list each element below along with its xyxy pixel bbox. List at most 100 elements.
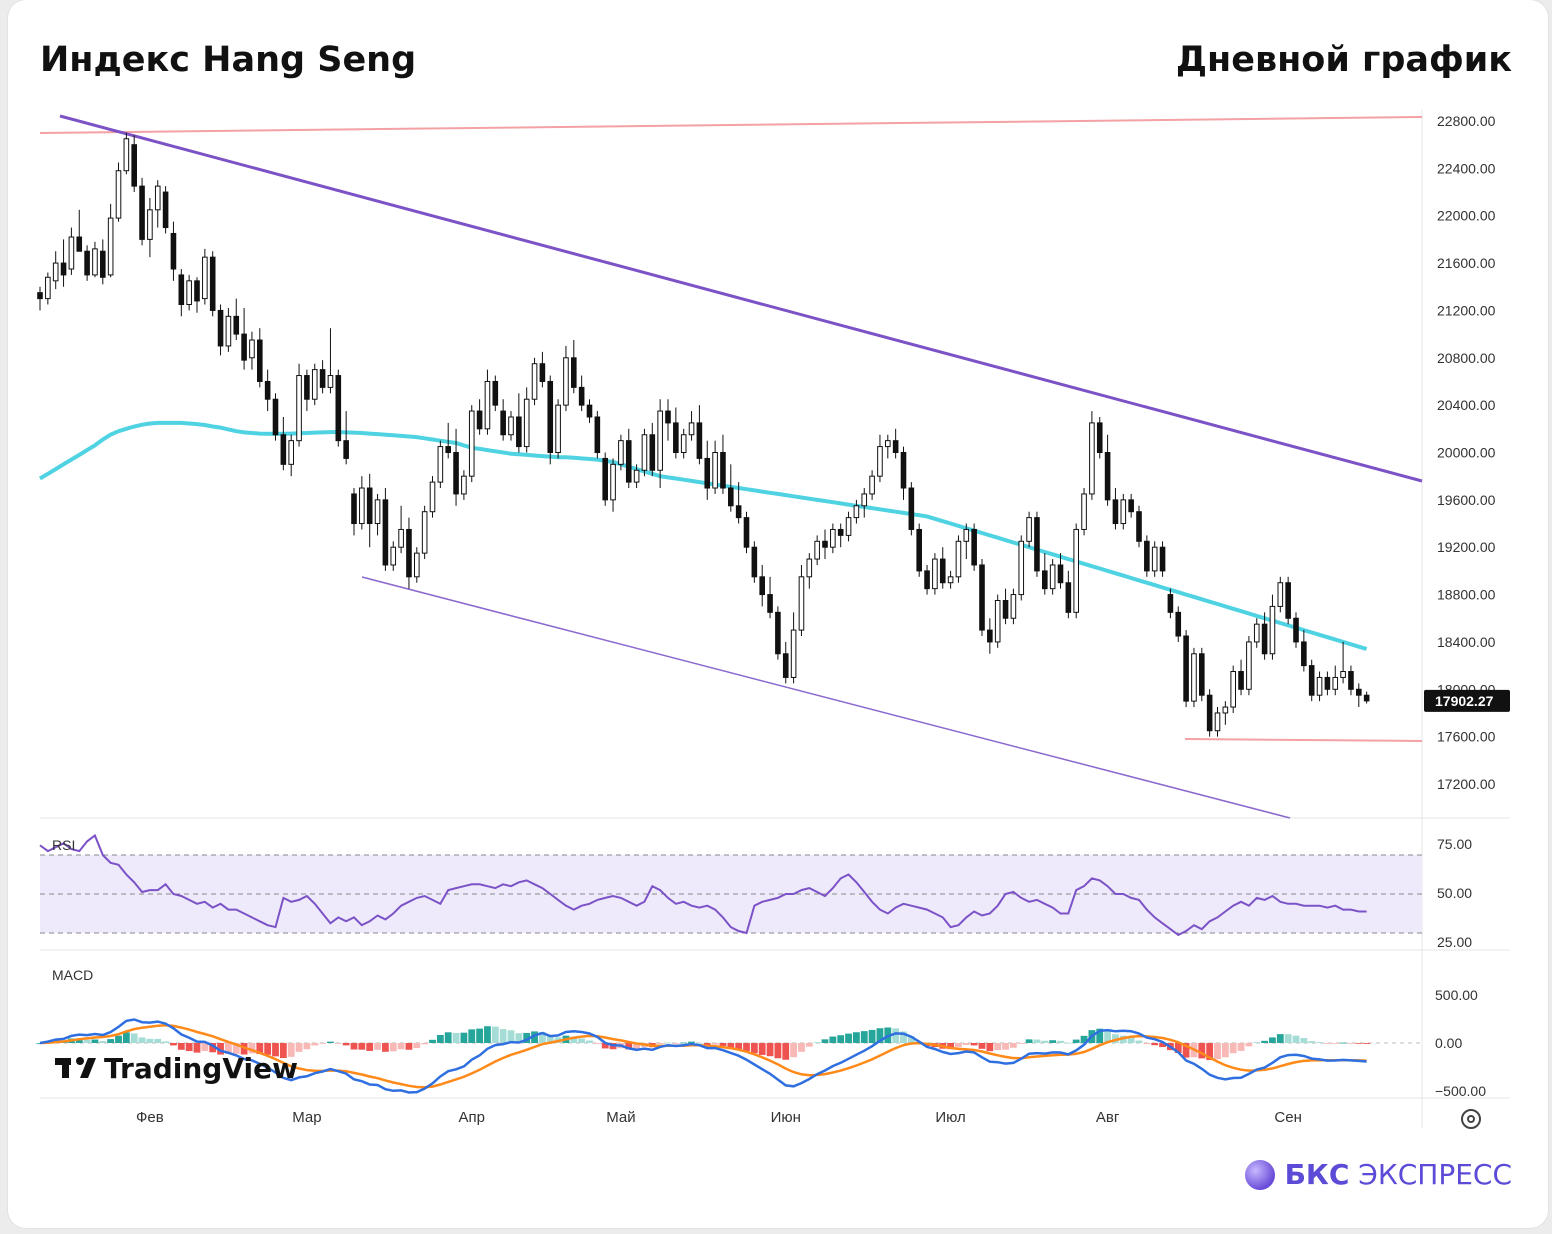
macd-histogram-bar [633,1043,640,1050]
macd-histogram-bar [1214,1043,1221,1060]
macd-histogram-bar [83,1039,91,1043]
macd-histogram-bar [358,1043,366,1050]
candle-body [1183,635,1189,702]
rsi-tick-label: 50.00 [1437,885,1472,901]
candle-body [939,558,946,584]
candle-body [131,144,137,187]
candle-body [877,446,883,477]
chart-title: Индекс Hang Seng [40,40,417,80]
candle-body [955,540,962,578]
last-price-label: 17902.27 [1435,693,1494,709]
candle-body [37,292,43,300]
macd-histogram-bar [570,1036,578,1043]
candle-body [84,250,90,276]
macd-histogram-bar [452,1032,460,1043]
macd-histogram-bar [201,1043,209,1051]
macd-histogram-bar [986,1043,994,1052]
macd-histogram-bar [256,1043,264,1055]
candle-body [1324,676,1331,690]
macd-histogram-bar [1041,1040,1049,1043]
candle-body [853,505,860,519]
candle-body [202,256,208,300]
macd-histogram-bar [1300,1038,1308,1043]
macd-pane [36,1018,1422,1094]
candle-body [743,517,750,548]
candle-body [578,386,585,406]
macd-histogram-bar [1159,1043,1166,1048]
macd-histogram-bar [1135,1040,1143,1043]
candle-body [272,398,279,436]
gear-icon[interactable] [1461,1109,1481,1129]
price-tick-label: 18400.00 [1437,634,1496,650]
month-tick-label: Мар [292,1109,321,1126]
candle-body [1301,641,1307,667]
candle-body [1049,564,1056,590]
candle-body [390,546,397,566]
candle-body [76,236,83,252]
candle-body [461,475,467,495]
candle-body [673,422,679,454]
candle-body [759,576,766,596]
macd-histogram-bar [750,1043,758,1054]
candle-body [1308,665,1315,696]
macd-histogram-bar [601,1043,609,1049]
candle-body [1002,599,1009,619]
macd-histogram-bar [91,1039,99,1043]
candle-body [688,422,695,436]
month-tick-label: Июн [771,1109,801,1126]
candle-body [249,339,255,359]
macd-histogram-bar [766,1043,774,1057]
macd-histogram-bar [130,1033,138,1043]
last-price-badge [1424,689,1510,712]
candle-body [735,505,742,519]
macd-histogram-bar [460,1032,468,1043]
candle-body [1042,570,1048,590]
macd-histogram-bar [1104,1030,1111,1043]
macd-histogram-bar [507,1030,515,1043]
candle-body [296,375,302,442]
macd-histogram-bar [405,1043,413,1050]
candle-body [1073,528,1080,613]
macd-histogram-bar [853,1032,860,1043]
candle-body [233,315,240,335]
tv-logo-stem [62,1058,69,1078]
candle-body [1363,694,1370,702]
candle-body [594,416,601,454]
candle-body [500,410,506,436]
macd-histogram-bar [719,1043,727,1047]
candle-body [571,357,577,388]
macd-histogram-bar [531,1031,538,1043]
candle-body [1112,499,1119,525]
macd-histogram-bar [1355,1043,1363,1044]
macd-histogram-bar [758,1043,766,1055]
macd-histogram-bar [805,1043,813,1047]
candle-body [845,517,852,536]
macd-histogram-bar [327,1041,334,1043]
candle-body [728,487,734,507]
candle-body [790,629,797,678]
candle-body [1285,582,1291,619]
candle-body [1081,493,1087,530]
candle-body [508,416,514,436]
candle-body [775,611,781,655]
macd-histogram-bar [1324,1043,1331,1044]
candle-body [618,440,624,465]
candle-body [257,339,263,382]
macd-histogram-bar [311,1043,319,1046]
candle-body [531,363,538,400]
macd-histogram-bar [1151,1043,1159,1046]
candle-body [885,440,891,448]
bcs-logo-icon [1244,1159,1275,1190]
candle-body [406,528,412,578]
macd-histogram-bar [1198,1043,1206,1059]
macd-histogram-bar [444,1032,452,1043]
macd-histogram-bar [515,1033,523,1043]
gear-inner-ring [1467,1115,1475,1123]
macd-histogram-bar [366,1043,374,1051]
macd-histogram-bar [845,1033,852,1043]
candle-body [892,440,899,453]
candle-body [1136,511,1142,542]
candle-body [1104,452,1111,501]
macd-histogram-bar [476,1028,483,1043]
candle-body [947,576,954,584]
